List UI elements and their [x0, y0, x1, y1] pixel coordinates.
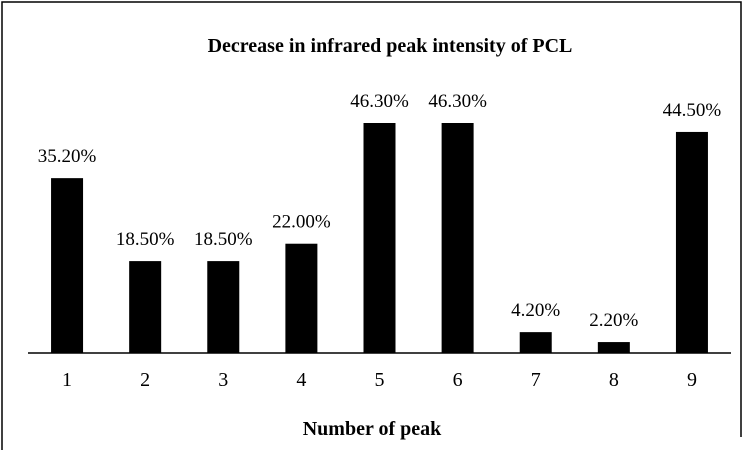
- value-label: 18.50%: [194, 229, 253, 250]
- x-axis-label: Number of peak: [303, 418, 442, 440]
- value-label: 18.50%: [116, 229, 175, 250]
- x-tick-label: 7: [531, 369, 541, 391]
- bar: [441, 123, 474, 353]
- value-label: 35.20%: [38, 146, 97, 167]
- chart-title: Decrease in infrared peak intensity of P…: [208, 35, 573, 57]
- bar: [129, 261, 162, 353]
- value-label: 2.20%: [589, 310, 638, 331]
- value-label: 22.00%: [272, 212, 331, 233]
- bar: [519, 332, 552, 353]
- x-tick-label: 3: [218, 369, 228, 391]
- x-tick-label: 8: [609, 369, 619, 391]
- bar: [285, 243, 318, 353]
- value-label: 46.30%: [428, 91, 487, 112]
- bar: [675, 131, 708, 353]
- x-tick-label: 6: [453, 369, 463, 391]
- x-tick-label: 5: [375, 369, 385, 391]
- x-tick-label: 2: [140, 369, 150, 391]
- bar: [51, 178, 84, 353]
- value-label: 4.20%: [511, 300, 560, 321]
- x-tick-label: 1: [62, 369, 72, 391]
- bar: [597, 342, 630, 353]
- x-tick-label: 9: [687, 369, 697, 391]
- bar: [207, 261, 240, 353]
- x-tick-label: 4: [296, 369, 306, 391]
- bar: [363, 123, 396, 353]
- value-label: 44.50%: [663, 100, 722, 121]
- value-label: 46.30%: [350, 91, 409, 112]
